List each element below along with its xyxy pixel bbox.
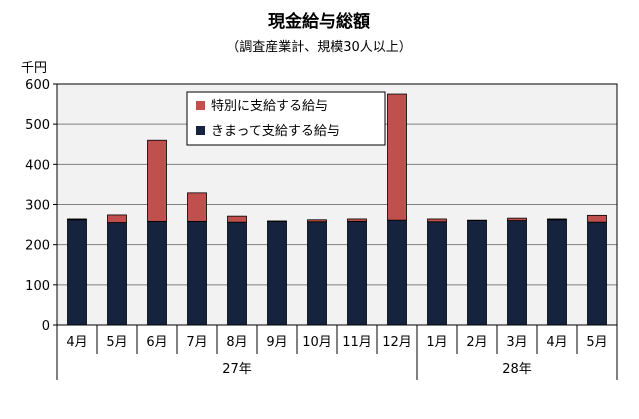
y-tick-label: 500 xyxy=(25,118,50,133)
bar-regular-pay xyxy=(107,222,127,326)
x-tick-label: 11月 xyxy=(342,335,372,350)
x-tick-label: 5月 xyxy=(106,335,127,350)
y-tick-label: 300 xyxy=(25,199,50,214)
y-axis-unit-label: 千円 xyxy=(21,61,47,76)
x-tick-label: 7月 xyxy=(186,335,207,350)
bar-regular-pay xyxy=(587,221,607,326)
legend: 特別に支給する給与 きまって支給する給与 xyxy=(186,91,386,146)
bar-special-pay xyxy=(507,217,527,221)
y-tick-label: 400 xyxy=(25,158,50,173)
bar-special-pay xyxy=(187,192,207,222)
legend-box xyxy=(186,91,386,146)
bar-special-pay xyxy=(307,219,327,223)
y-tick-label: 0 xyxy=(42,319,50,334)
x-tick-label: 3月 xyxy=(506,335,527,350)
bar-regular-pay xyxy=(547,219,567,326)
legend-swatch-regular xyxy=(196,126,205,135)
bar-special-pay xyxy=(387,93,407,221)
chart-subtitle: （調査産業計、規模30人以上） xyxy=(226,39,412,55)
x-tick-label: 5月 xyxy=(586,335,607,350)
y-tick-label: 200 xyxy=(25,239,50,254)
bar-special-pay xyxy=(67,218,87,221)
bar-special-pay xyxy=(107,214,127,223)
bar-regular-pay xyxy=(387,219,407,326)
x-tick-label: 12月 xyxy=(382,335,412,350)
bar-regular-pay xyxy=(67,219,87,326)
year-label: 27年 xyxy=(222,362,252,377)
x-tick-label: 10月 xyxy=(302,335,332,350)
y-tick-label: 100 xyxy=(25,279,50,294)
x-tick-label: 6月 xyxy=(146,335,167,350)
x-tick-label: 1月 xyxy=(426,335,447,350)
legend-label-special: 特別に支給する給与 xyxy=(211,99,328,114)
x-tick-label: 4月 xyxy=(66,335,87,350)
bar-special-pay xyxy=(547,218,567,221)
bar-regular-pay xyxy=(147,220,167,326)
x-tick-label: 2月 xyxy=(466,335,487,350)
year-label: 28年 xyxy=(502,362,532,377)
bar-regular-pay xyxy=(427,221,447,326)
bar-regular-pay xyxy=(267,220,287,326)
x-tick-label: 4月 xyxy=(546,335,567,350)
bar-special-pay xyxy=(587,214,607,223)
bar-special-pay xyxy=(147,139,167,222)
bar-regular-pay xyxy=(507,220,527,326)
legend-label-regular: きまって支給する給与 xyxy=(211,124,340,139)
bar-special-pay xyxy=(427,218,447,223)
bar-regular-pay xyxy=(307,221,327,326)
chart-title: 現金給与総額 xyxy=(268,11,370,32)
legend-swatch-special xyxy=(196,101,205,110)
x-tick-label: 8月 xyxy=(226,335,247,350)
bar-special-pay xyxy=(227,215,247,223)
bar-regular-pay xyxy=(347,220,367,326)
bar-special-pay xyxy=(347,218,367,222)
y-tick-label: 600 xyxy=(25,78,50,93)
x-tick-label: 9月 xyxy=(266,335,287,350)
bar-regular-pay xyxy=(227,221,247,326)
bar-regular-pay xyxy=(187,220,207,326)
bar-regular-pay xyxy=(467,220,487,326)
